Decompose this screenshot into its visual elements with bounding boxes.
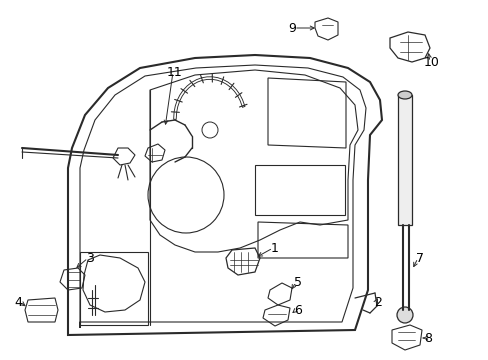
Bar [397, 95, 411, 225]
Text: 4: 4 [14, 296, 22, 309]
Text: 10: 10 [423, 55, 439, 68]
Text: 11: 11 [167, 66, 183, 78]
Ellipse shape [397, 91, 411, 99]
Text: 9: 9 [287, 22, 295, 35]
Text: 8: 8 [423, 332, 431, 345]
Text: 5: 5 [293, 275, 302, 288]
Circle shape [396, 307, 412, 323]
Text: 7: 7 [415, 252, 423, 265]
Text: 3: 3 [86, 252, 94, 265]
Text: 6: 6 [293, 303, 301, 316]
Text: 2: 2 [373, 296, 381, 309]
Text: 1: 1 [270, 242, 278, 255]
